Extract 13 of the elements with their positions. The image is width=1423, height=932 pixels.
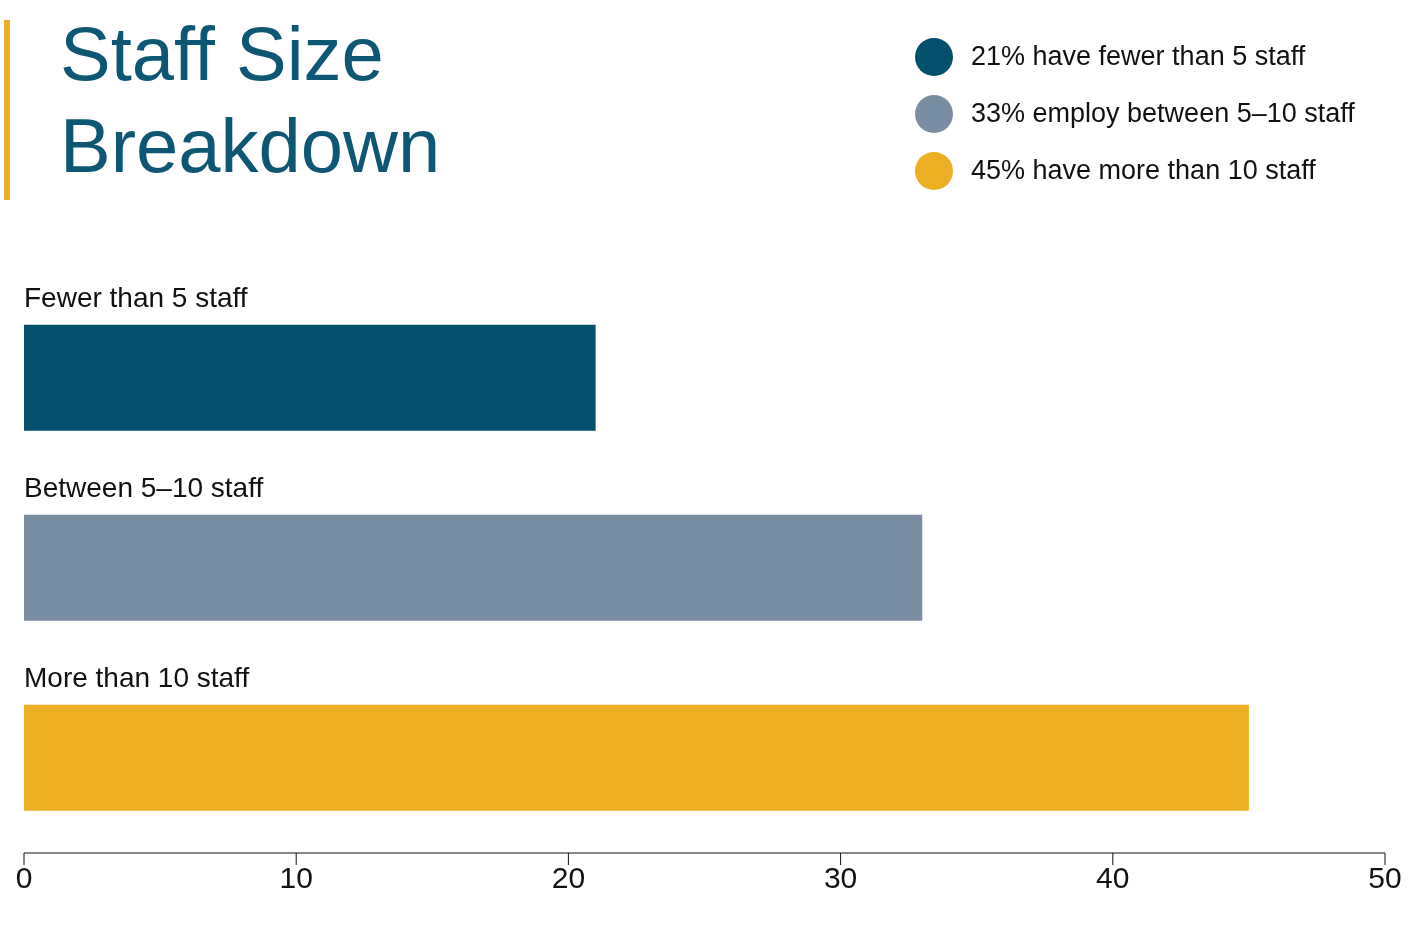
legend-label: 33% employ between 5–10 staff bbox=[971, 98, 1355, 129]
x-tick-label: 10 bbox=[279, 861, 313, 895]
x-tick-label: 0 bbox=[15, 861, 33, 895]
legend-label: 45% have more than 10 staff bbox=[971, 155, 1316, 186]
y-tick-label: More than 10 staff bbox=[24, 661, 250, 693]
legend-label: 21% have fewer than 5 staff bbox=[971, 41, 1306, 72]
x-tick-label: 40 bbox=[1096, 861, 1130, 895]
x-tick-label: 20 bbox=[551, 861, 586, 895]
x-tick-label: 30 bbox=[823, 861, 858, 895]
y-tick-label: Between 5–10 staff bbox=[24, 471, 264, 503]
x-tick-label: 50 bbox=[1368, 861, 1402, 895]
chart-title: Staff Size Breakdown bbox=[60, 10, 441, 190]
y-tick-label: Fewer than 5 staff bbox=[24, 281, 248, 313]
